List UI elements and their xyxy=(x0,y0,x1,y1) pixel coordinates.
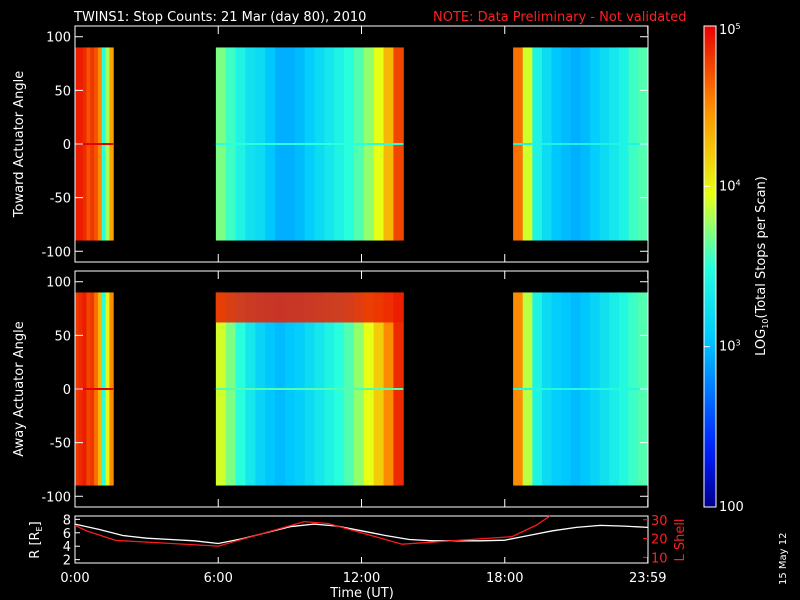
right-tick-label: 30 xyxy=(651,514,668,529)
toward-heatmap-cells xyxy=(75,26,649,262)
x-tick-label: 6:00 xyxy=(204,571,233,586)
y-tick-label: 100 xyxy=(46,31,71,46)
y-tick-label: -100 xyxy=(41,490,71,505)
right-tick-label: 20 xyxy=(651,533,668,548)
colorbar-ticks: 105 104 103 100 xyxy=(704,22,744,515)
left-tick-label: 8 xyxy=(63,513,71,528)
title-note: NOTE: Data Preliminary - Not validated xyxy=(433,10,687,25)
right-tick-label: 10 xyxy=(651,551,668,566)
toward-y-ticks: 100 50 0 -50 -100 xyxy=(41,26,649,262)
x-axis-title: Time (UT) xyxy=(329,586,394,600)
heatmap-top-band xyxy=(215,292,404,323)
colorbar-tick-label: 103 xyxy=(719,339,741,355)
colorbar-tick-label: 100 xyxy=(719,500,744,515)
date-stamp: 15 May 12 xyxy=(778,533,789,585)
orbit-right-ticks: 30 20 10 xyxy=(643,514,668,566)
orbit-left-ylabel: R [RE] xyxy=(28,521,44,558)
y-tick-label: 0 xyxy=(63,383,71,398)
colorbar-tick-label: 105 xyxy=(719,22,741,38)
away-ylabel: Away Actuator Angle xyxy=(12,321,27,456)
y-tick-label: 50 xyxy=(54,84,71,99)
colorbar-gradient xyxy=(703,25,717,508)
colorbar-tick-label: 104 xyxy=(719,178,741,194)
y-tick-label: -100 xyxy=(41,245,71,260)
x-tick-label: 18:00 xyxy=(486,571,523,586)
l-shell-line xyxy=(74,515,551,547)
left-tick-label: 2 xyxy=(63,554,71,569)
panel-toward: 100 50 0 -50 -100 Toward Actuator Angle xyxy=(12,25,649,263)
left-tick-label: 6 xyxy=(63,527,71,542)
x-tick-label: 0:00 xyxy=(60,571,89,586)
x-tick-label: 23:59 xyxy=(629,571,666,586)
x-tick-label: 12:00 xyxy=(343,571,380,586)
toward-ylabel: Toward Actuator Angle xyxy=(12,71,27,218)
colorbar: 105 104 103 100 LOG10(Total Stops per Scan) xyxy=(703,22,770,515)
radius-line xyxy=(74,523,648,545)
away-heatmap-cells xyxy=(75,271,649,507)
title-main: TWINS1: Stop Counts: 21 Mar (day 80), 20… xyxy=(73,10,366,25)
left-tick-label: 4 xyxy=(63,540,71,555)
colorbar-label: LOG10(Total Stops per Scan) xyxy=(754,176,770,356)
orbit-lines xyxy=(74,515,648,547)
y-tick-label: 100 xyxy=(46,276,71,291)
orbit-x-ticks: 0:00 6:00 12:00 18:00 23:59 xyxy=(60,557,666,586)
y-tick-label: 50 xyxy=(54,329,71,344)
panel-away: 100 50 0 -50 -100 Away Actuator Angle xyxy=(12,270,649,508)
y-tick-label: -50 xyxy=(50,192,71,207)
y-tick-label: 0 xyxy=(63,138,71,153)
orbit-right-ylabel: L Shell xyxy=(673,518,688,561)
y-tick-label: -50 xyxy=(50,437,71,452)
away-y-ticks: 100 50 0 -50 -100 xyxy=(41,271,649,507)
